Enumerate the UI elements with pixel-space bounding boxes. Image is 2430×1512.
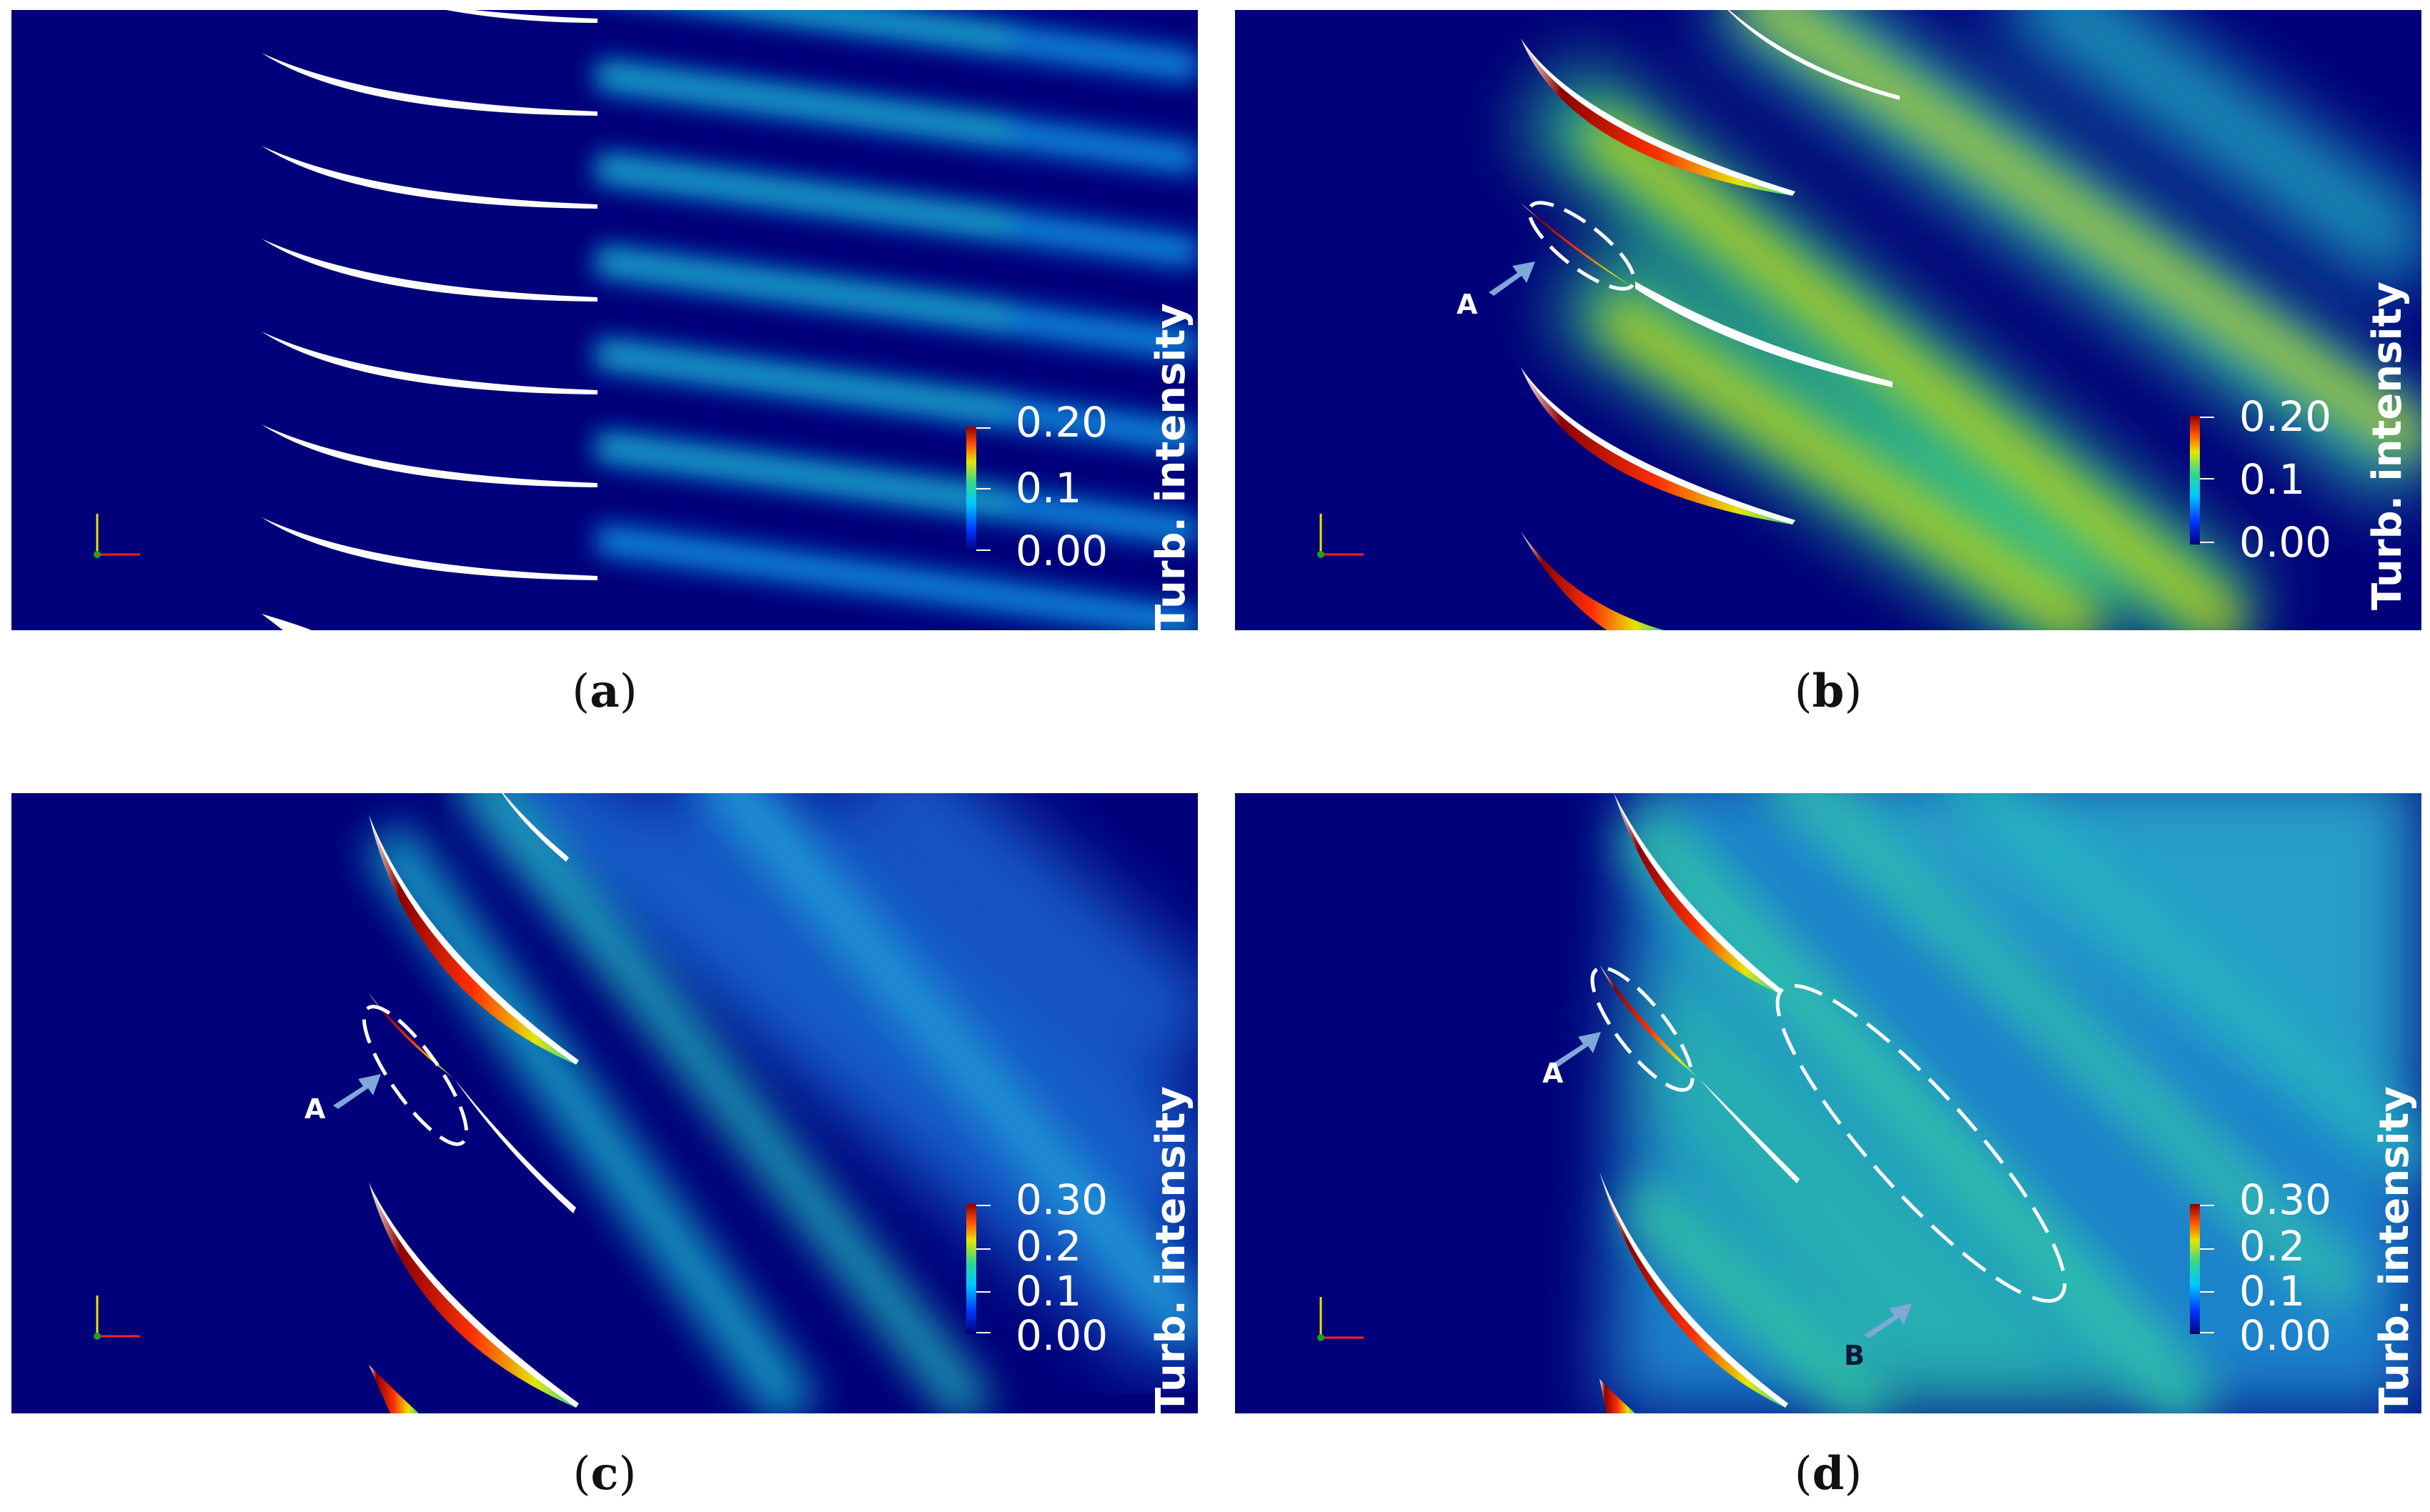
axis-triad-icon [1317, 1297, 1364, 1341]
highlight-ellipse-a [1527, 201, 1636, 291]
colorbar-a-tick-max: 0.20 [1016, 398, 1109, 447]
label-a: A [304, 1093, 326, 1125]
panel-d-contour [1317, 793, 2421, 1413]
blade-row-d [1600, 793, 1800, 1413]
colorbar-c-tick-max: 0.30 [1016, 1175, 1109, 1224]
arrow-a-icon [333, 1074, 381, 1109]
highlight-ellipse-b [1775, 983, 2067, 1303]
label-b: B [1844, 1340, 1865, 1371]
colorbar-c-tick-1: 0.1 [1016, 1267, 1082, 1315]
panel-d-field: A B 0.30 0.2 0.1 0.00 Turb. intensity [1235, 793, 2421, 1413]
colorbar-c-title: Turb. intensity [1148, 1086, 1194, 1413]
blade-row-c [369, 793, 579, 1413]
label-a: A [1542, 1058, 1564, 1089]
colorbar-c [966, 1204, 976, 1334]
colorbar-d-tick-min: 0.00 [2239, 1311, 2332, 1360]
caption-c: (c) [572, 1447, 637, 1501]
panel-c-contour [94, 793, 1198, 1413]
panel-a-contour [94, 10, 1198, 630]
colorbar-d-title: Turb. intensity [2371, 1086, 2418, 1413]
caption-d: (d) [1794, 1447, 1863, 1501]
highlight-ellipse-a [362, 1005, 469, 1146]
axis-triad-icon [1317, 514, 1364, 558]
colorbar-c-tick-2: 0.2 [1016, 1222, 1082, 1270]
colorbar-d-tick-1: 0.1 [2239, 1267, 2306, 1315]
colorbar-a-title: Turb. intensity [1148, 303, 1194, 630]
highlight-ellipse-a [1590, 966, 1695, 1092]
colorbar-b-title: Turb. intensity [2364, 282, 2411, 610]
axis-triad-icon [94, 1295, 140, 1340]
colorbar-c-tick-min: 0.00 [1016, 1311, 1109, 1360]
panel-b-contour [1317, 10, 2421, 630]
colorbar-b-tick-min: 0.00 [2239, 518, 2332, 567]
colorbar-d-tick-2: 0.2 [2239, 1222, 2306, 1270]
panel-b-field: A 0.20 0.1 0.00 Turb. intensity [1235, 10, 2421, 630]
arrow-a-icon [1489, 262, 1535, 296]
label-a: A [1457, 289, 1478, 320]
colorbar-b-tick-mid: 0.1 [2239, 455, 2306, 504]
colorbar-b-tick-max: 0.20 [2239, 392, 2332, 441]
colorbar-b [2190, 416, 2200, 544]
colorbar-d-tick-max: 0.30 [2239, 1175, 2332, 1224]
axis-triad-icon [94, 514, 140, 558]
colorbar-a [966, 427, 976, 552]
colorbar-a-tick-min: 0.00 [1016, 527, 1109, 575]
arrow-b-icon [1864, 1303, 1912, 1338]
colorbar-d [2190, 1204, 2200, 1334]
caption-b: (b) [1794, 665, 1863, 718]
panel-c-field: A 0.30 0.2 0.1 0.00 Turb. intensity [11, 793, 1198, 1413]
caption-a: (a) [572, 665, 638, 718]
blade-row-a [262, 10, 597, 630]
blade-row-b [1521, 10, 1900, 630]
arrow-a-icon [1553, 1032, 1601, 1067]
colorbar-a-tick-mid: 0.1 [1016, 464, 1082, 512]
panel-a-field: 0.20 0.1 0.00 Turb. intensity [11, 10, 1198, 630]
